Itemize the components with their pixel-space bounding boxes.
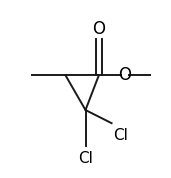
Text: O: O (119, 66, 131, 84)
Text: Cl: Cl (113, 128, 128, 143)
Text: O: O (93, 20, 106, 38)
Text: Cl: Cl (78, 151, 93, 166)
